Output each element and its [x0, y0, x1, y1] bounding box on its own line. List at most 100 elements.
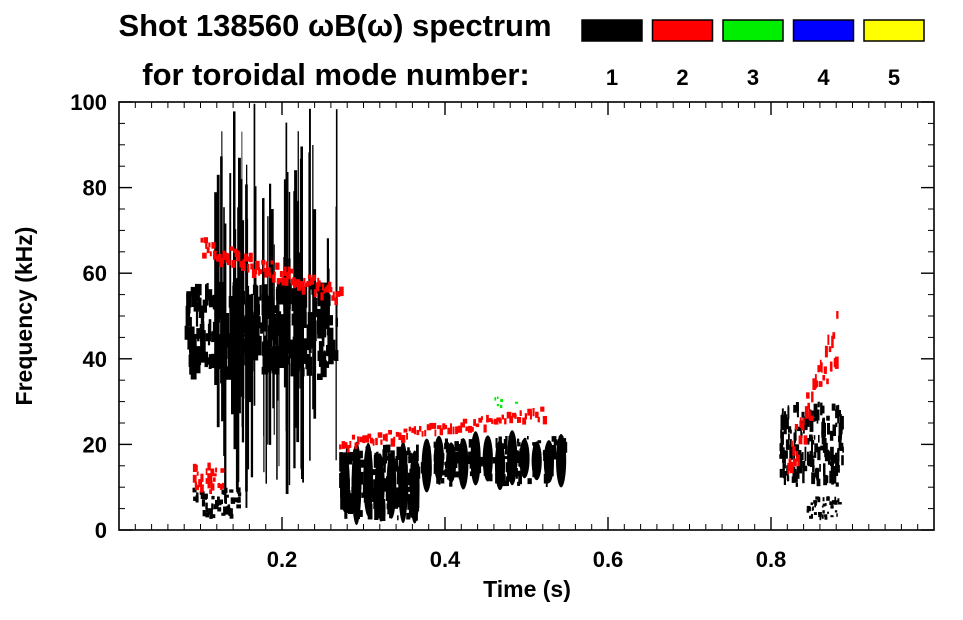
spectral-patch: [416, 429, 420, 436]
spectral-patch: [267, 267, 271, 277]
spectral-patch: [515, 401, 519, 404]
spectral-patch: [791, 440, 793, 447]
spectral-patch: [260, 322, 263, 334]
spectral-patch: [793, 440, 796, 447]
spectral-patch: [835, 422, 838, 428]
spectral-patch: [317, 285, 322, 307]
spectral-patch: [505, 462, 510, 473]
spectral-patch: [289, 268, 294, 274]
spectral-patch: [294, 302, 300, 328]
spectral-patch: [344, 508, 348, 519]
spectral-patch: [195, 464, 198, 471]
spectral-patch: [292, 336, 298, 353]
spectral-patch: [205, 468, 208, 476]
spectral-patch: [273, 271, 276, 276]
spectral-patch: [809, 415, 814, 421]
spectral-patch: [223, 506, 229, 514]
spectral-streak: [214, 192, 218, 385]
spectral-patch: [511, 412, 517, 418]
spectral-patch: [783, 471, 788, 476]
spectral-patch: [827, 511, 829, 514]
spectral-patch: [209, 514, 213, 519]
spectral-patch: [242, 258, 246, 266]
spectral-patch: [205, 240, 208, 249]
spectral-patch: [192, 474, 197, 483]
spectral-patch: [794, 428, 797, 441]
spectral-patch: [809, 434, 813, 442]
spectral-patch: [437, 425, 442, 430]
spectral-patch: [833, 454, 836, 464]
spectral-streak: [238, 157, 241, 414]
spectral-patch: [804, 446, 807, 462]
spectral-patch: [401, 503, 405, 518]
spectral-patch: [210, 514, 216, 519]
spectral-patch: [228, 296, 236, 308]
spectral-patch: [495, 446, 501, 455]
spectral-patch: [187, 330, 190, 350]
spectral-patch: [489, 473, 493, 482]
spectral-patch: [405, 486, 410, 492]
spectral-patch: [551, 445, 555, 456]
spectral-patch: [799, 417, 802, 428]
spectral-patch: [237, 254, 241, 260]
spectral-patch: [835, 460, 840, 473]
spectral-patch: [824, 503, 827, 506]
spectral-patch: [790, 453, 793, 461]
spectral-patch: [232, 310, 238, 317]
spectral-patch: [398, 470, 402, 475]
spectral-patch: [212, 321, 217, 338]
spectral-patch: [813, 451, 817, 458]
spectral-patch: [483, 459, 487, 465]
spectral-patch: [373, 454, 378, 468]
spectral-patch: [479, 456, 483, 466]
spectral-patch: [416, 514, 418, 521]
spectral-patch: [278, 339, 282, 362]
spectral-patch: [545, 482, 548, 487]
spectral-patch: [785, 417, 789, 430]
spectral-patch: [354, 509, 360, 519]
spectral-patch: [339, 473, 342, 488]
spectral-patch: [484, 464, 488, 470]
spectral-patch: [361, 492, 364, 498]
spectral-patch: [184, 325, 189, 340]
spectral-patch: [789, 439, 792, 446]
spectral-patch: [450, 423, 452, 430]
spectral-patch: [203, 237, 208, 244]
spectral-patch: [272, 346, 278, 362]
spectral-patch: [493, 418, 499, 425]
spectral-patch: [217, 281, 225, 299]
spectral-patch: [519, 455, 525, 464]
spectral-patch: [780, 415, 785, 430]
spectral-patch: [426, 424, 432, 431]
spectral-patch: [834, 496, 837, 501]
spectral-patch: [507, 470, 509, 479]
spectral-patch: [800, 453, 804, 461]
spectral-patch: [793, 451, 796, 463]
spectral-patch: [243, 338, 248, 349]
spectral-patch: [209, 489, 212, 494]
spectral-patch: [297, 286, 301, 309]
spectral-patch: [256, 263, 259, 270]
spectral-patch: [784, 411, 787, 422]
spectral-patch: [414, 456, 416, 472]
spectral-patch: [527, 408, 532, 416]
spectral-patch: [829, 430, 834, 441]
spectral-patch: [386, 503, 389, 510]
spectral-patch: [532, 408, 535, 417]
spectral-patch: [421, 431, 424, 437]
spectral-patch: [836, 311, 839, 319]
spectral-patch: [483, 468, 488, 476]
spectral-patch: [497, 459, 501, 471]
spectral-patch: [452, 426, 455, 435]
spectral-streak: [263, 313, 265, 437]
spectral-patch: [520, 468, 523, 473]
spectral-patch: [824, 514, 828, 518]
spectral-patch: [431, 422, 437, 429]
spectral-patch: [232, 285, 239, 298]
spectral-patch: [275, 262, 280, 270]
x-tick-label: 0.2: [267, 547, 298, 572]
spectral-patch: [252, 314, 260, 327]
spectral-patch: [190, 286, 197, 297]
spectral-patch: [339, 452, 344, 472]
spectral-patch: [797, 444, 800, 451]
